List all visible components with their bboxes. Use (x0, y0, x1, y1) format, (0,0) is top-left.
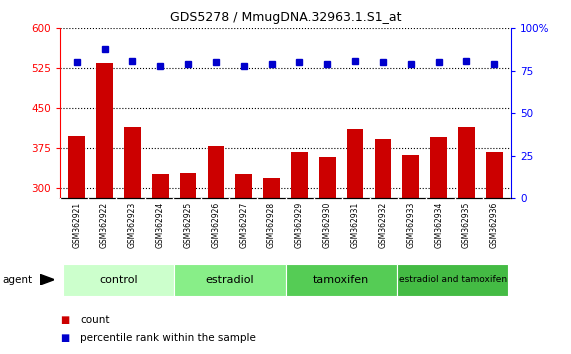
Text: estradiol: estradiol (206, 275, 254, 285)
Text: GSM362934: GSM362934 (434, 201, 443, 248)
Text: GSM362926: GSM362926 (211, 201, 220, 248)
Bar (291, 152, 308, 198)
Text: GSM362936: GSM362936 (490, 201, 499, 248)
Bar (286, 264, 397, 296)
Text: GSM362928: GSM362928 (267, 201, 276, 248)
Bar (263, 178, 280, 198)
Text: GSM362924: GSM362924 (156, 201, 164, 248)
Text: ■: ■ (60, 333, 69, 343)
Text: GSM362927: GSM362927 (239, 201, 248, 248)
Bar (319, 157, 336, 198)
Text: control: control (99, 275, 138, 285)
Bar (207, 146, 224, 198)
Polygon shape (40, 274, 54, 285)
Text: GSM362923: GSM362923 (128, 201, 137, 248)
Bar (63, 264, 174, 296)
Bar (174, 264, 286, 296)
Text: GSM362922: GSM362922 (100, 201, 109, 248)
Bar (347, 129, 364, 198)
Bar (431, 137, 447, 198)
Text: GSM362935: GSM362935 (462, 201, 471, 248)
Bar (458, 127, 475, 198)
Text: ■: ■ (60, 315, 69, 325)
Bar (69, 136, 85, 198)
Text: GSM362929: GSM362929 (295, 201, 304, 248)
Text: GSM362921: GSM362921 (72, 201, 81, 248)
Text: percentile rank within the sample: percentile rank within the sample (80, 333, 256, 343)
Bar (180, 173, 196, 198)
Text: GSM362925: GSM362925 (183, 201, 192, 248)
Bar (403, 155, 419, 198)
Text: GSM362933: GSM362933 (407, 201, 415, 248)
Bar (375, 139, 391, 198)
Text: agent: agent (3, 275, 33, 285)
Text: count: count (80, 315, 110, 325)
Bar (486, 152, 502, 198)
Bar (152, 174, 168, 198)
Text: tamoxifen: tamoxifen (313, 275, 369, 285)
Text: GSM362931: GSM362931 (351, 201, 360, 248)
Bar (124, 127, 140, 198)
Text: estradiol and tamoxifen: estradiol and tamoxifen (399, 275, 506, 284)
Text: GDS5278 / MmugDNA.32963.1.S1_at: GDS5278 / MmugDNA.32963.1.S1_at (170, 11, 401, 24)
Text: GSM362930: GSM362930 (323, 201, 332, 248)
Bar (397, 264, 508, 296)
Bar (235, 174, 252, 198)
Text: GSM362932: GSM362932 (379, 201, 388, 248)
Bar (96, 63, 113, 198)
